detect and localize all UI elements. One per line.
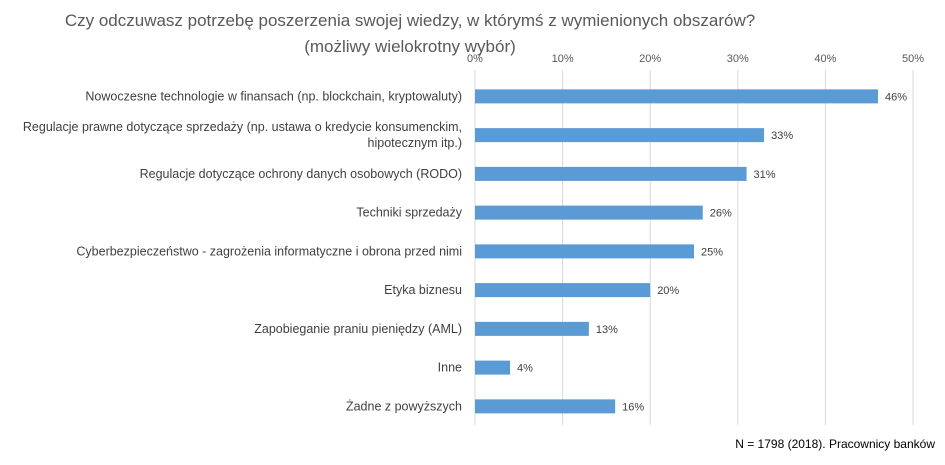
x-tick-label: 10% (552, 53, 574, 65)
bar (475, 244, 694, 259)
x-tick-label: 0% (467, 53, 483, 65)
bar (475, 166, 747, 181)
bar (475, 205, 703, 220)
bar (475, 360, 511, 375)
category-label: Nowoczesne technologie w finansach (np. … (85, 89, 462, 103)
category-label: Zapobieganie praniu pieniędzy (AML) (254, 322, 462, 336)
category-label: Żadne z powyższych (346, 399, 462, 413)
chart-title: Czy odczuwasz potrzebę poszerzenia swoje… (64, 11, 756, 56)
x-tick-label: 40% (814, 53, 836, 65)
category-label: Regulacje dotyczące ochrony danych osobo… (140, 167, 462, 181)
x-tick-label: 50% (902, 53, 924, 65)
data-label: 16% (622, 401, 644, 413)
category-label: Techniki sprzedaży (356, 206, 462, 220)
x-tick-label: 20% (639, 53, 661, 65)
data-label: 31% (754, 169, 776, 181)
bar (475, 399, 616, 414)
data-label: 33% (771, 130, 793, 142)
data-label: 13% (596, 324, 618, 336)
category-label: Regulacje prawne dotyczące sprzedaży (np… (23, 120, 462, 134)
bar (475, 128, 765, 143)
category-label: hipotecznym itp.) (368, 136, 462, 150)
category-label: Etyka biznesu (384, 283, 462, 297)
data-label: 20% (657, 285, 679, 297)
category-label: Cyberbezpieczeństwo - zagrożenia informa… (76, 244, 462, 258)
bar (475, 321, 589, 336)
data-label: 25% (701, 246, 723, 258)
bar (475, 283, 651, 298)
category-label: Inne (438, 361, 462, 375)
data-label: 46% (885, 91, 907, 103)
data-label: 4% (517, 363, 533, 375)
x-tick-label: 30% (727, 53, 749, 65)
footnote: N = 1798 (2018). Pracownicy banków (735, 437, 935, 451)
bar (475, 89, 878, 104)
data-label: 26% (710, 208, 732, 220)
